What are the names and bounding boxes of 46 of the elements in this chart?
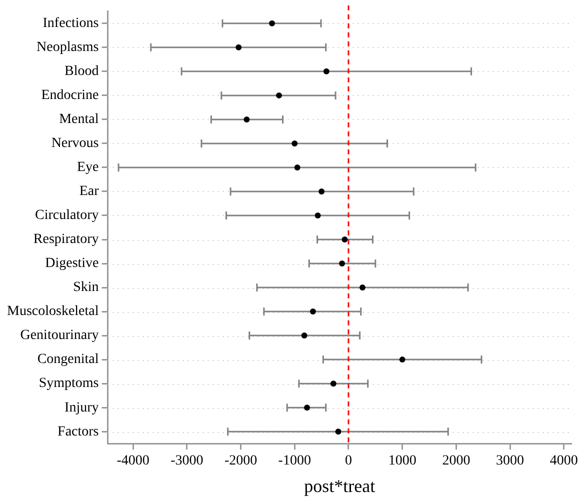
x-tick-label: 2000 xyxy=(442,454,470,469)
point xyxy=(301,332,308,339)
x-tick-label: 1000 xyxy=(388,454,416,469)
y-tick-label: Muscoloskeletal xyxy=(6,304,99,320)
point xyxy=(244,116,250,122)
y-tick-label: Genitourinary xyxy=(20,328,99,344)
y-tick-label: Symptoms xyxy=(38,376,99,392)
y-tick-label: Mental xyxy=(59,112,99,128)
x-tick-label: -3000 xyxy=(170,454,204,469)
y-tick-label: Neoplasms xyxy=(36,40,99,56)
x-tick-label: -4000 xyxy=(116,454,150,469)
point xyxy=(269,20,276,26)
point xyxy=(339,260,346,267)
x-tick-label: -1000 xyxy=(278,454,311,469)
x-tick-label: 0 xyxy=(344,454,352,469)
point xyxy=(314,212,321,218)
y-tick-label: Congenital xyxy=(37,352,99,368)
point xyxy=(342,236,348,243)
y-tick-label: Infections xyxy=(42,16,99,32)
point xyxy=(323,68,330,74)
y-tick-label: Endocrine xyxy=(41,88,99,104)
y-tick-label: Skin xyxy=(73,280,99,296)
point xyxy=(292,140,298,146)
y-tick-label: Nervous xyxy=(51,136,99,152)
y-tick-label: Digestive xyxy=(45,256,99,272)
point xyxy=(335,428,342,435)
y-tick-label: Respiratory xyxy=(33,232,99,248)
point xyxy=(276,92,282,98)
point xyxy=(236,44,242,50)
point xyxy=(294,164,300,170)
y-tick-label: Injury xyxy=(64,400,99,416)
y-tick-label: Blood xyxy=(64,64,99,80)
x-tick-label: -2000 xyxy=(224,454,258,469)
point xyxy=(304,404,310,411)
point xyxy=(330,380,336,387)
point xyxy=(399,356,406,363)
point xyxy=(359,284,366,291)
x-tick-label: 4000 xyxy=(550,454,578,469)
point xyxy=(310,308,316,315)
y-tick-label: Eye xyxy=(76,160,99,176)
x-tick-label: 3000 xyxy=(496,454,524,469)
x-axis-title: post*treat xyxy=(304,476,376,496)
point xyxy=(318,188,325,194)
y-tick-label: Factors xyxy=(58,424,99,440)
y-tick-label: Ear xyxy=(79,184,100,200)
y-tick-label: Circulatory xyxy=(34,208,99,224)
